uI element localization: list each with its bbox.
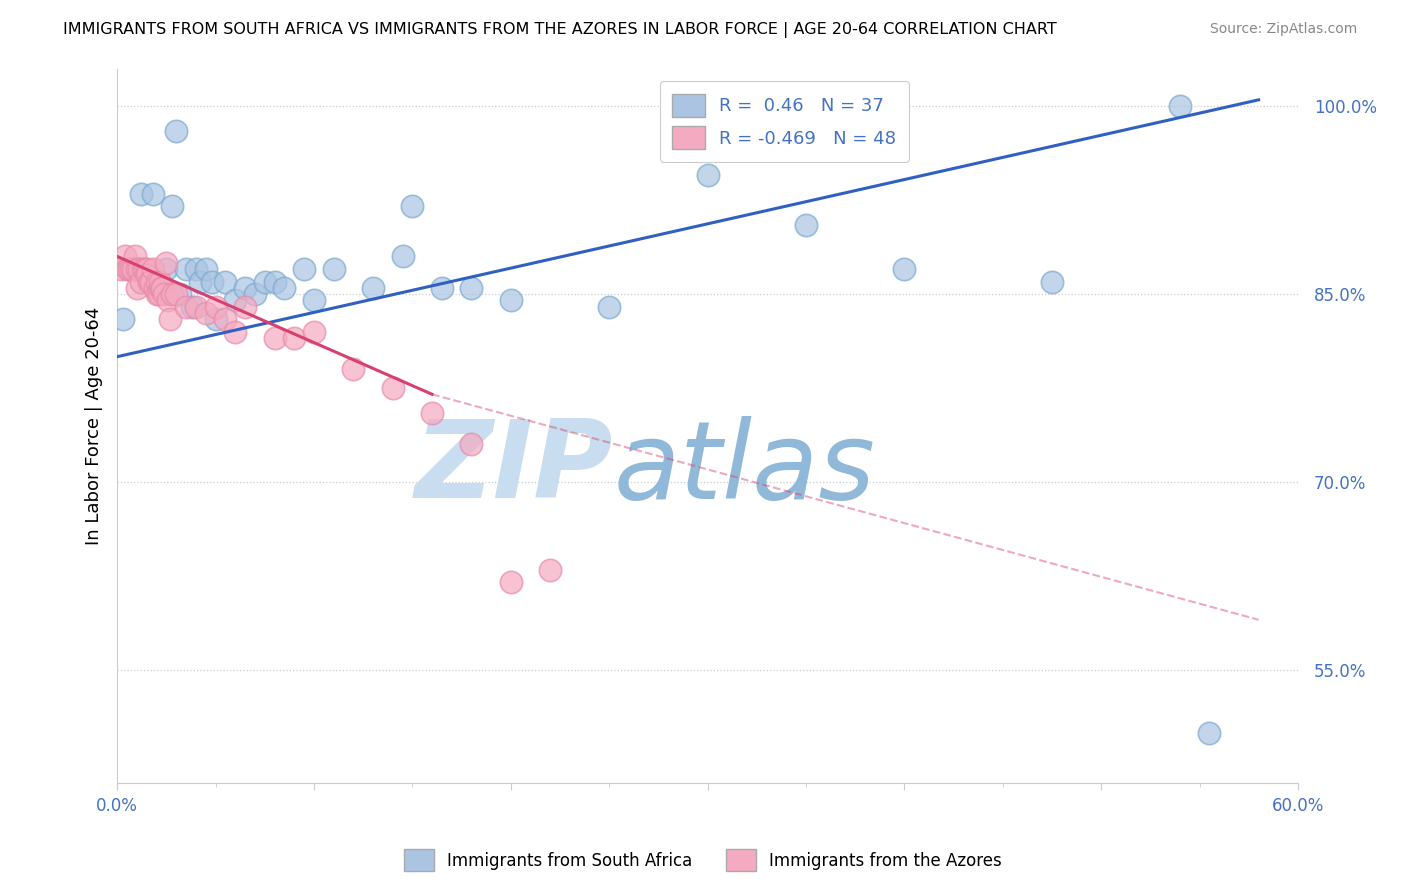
Point [194, 306, 217, 320]
Point [292, 262, 315, 277]
Point [162, 287, 184, 301]
Point [120, 262, 142, 277]
Point [283, 331, 305, 345]
Y-axis label: In Labor Force | Age 20-64: In Labor Force | Age 20-64 [86, 307, 103, 545]
Point [125, 281, 148, 295]
Point [499, 575, 522, 590]
Text: Source: ZipAtlas.com: Source: ZipAtlas.com [1209, 22, 1357, 37]
Text: IMMIGRANTS FROM SOUTH AFRICA VS IMMIGRANTS FROM THE AZORES IN LABOR FORCE | AGE : IMMIGRANTS FROM SOUTH AFRICA VS IMMIGRAN… [63, 22, 1057, 38]
Point [125, 262, 148, 277]
Point [128, 262, 150, 277]
Point [391, 250, 413, 264]
Point [155, 256, 177, 270]
Point [122, 262, 145, 277]
Point [263, 275, 285, 289]
Point [460, 437, 482, 451]
Point [204, 300, 226, 314]
Text: ZIP: ZIP [415, 416, 613, 522]
Point [381, 381, 404, 395]
Point [420, 406, 443, 420]
Text: atlas: atlas [613, 416, 875, 521]
Point [135, 268, 157, 283]
Point [224, 325, 246, 339]
Point [204, 312, 226, 326]
Point [124, 250, 146, 264]
Point [169, 287, 191, 301]
Point [1198, 725, 1220, 739]
Point [322, 262, 344, 277]
Point [538, 563, 561, 577]
Point [142, 186, 165, 201]
Point [162, 199, 184, 213]
Point [153, 287, 176, 301]
Point [233, 300, 256, 314]
Point [132, 262, 155, 277]
Point [145, 275, 167, 289]
Point [149, 275, 172, 289]
Point [149, 281, 172, 295]
Point [401, 199, 423, 213]
Point [430, 281, 453, 295]
Point [224, 293, 246, 308]
Point [165, 287, 187, 301]
Point [893, 262, 915, 277]
Point [129, 186, 152, 201]
Point [112, 312, 135, 326]
Point [361, 281, 384, 295]
Point [110, 262, 132, 277]
Point [157, 293, 180, 308]
Point [188, 275, 211, 289]
Point [342, 362, 364, 376]
Point [243, 287, 266, 301]
Point [145, 287, 167, 301]
Point [598, 300, 620, 314]
Legend: R =  0.46   N = 37, R = -0.469   N = 48: R = 0.46 N = 37, R = -0.469 N = 48 [659, 81, 908, 161]
Point [135, 262, 157, 277]
Point [233, 281, 256, 295]
Point [499, 293, 522, 308]
Legend: Immigrants from South Africa, Immigrants from the Azores: Immigrants from South Africa, Immigrants… [395, 841, 1011, 880]
Point [302, 293, 325, 308]
Point [794, 218, 817, 232]
Point [201, 275, 224, 289]
Point [253, 275, 276, 289]
Point [115, 262, 138, 277]
Point [174, 262, 197, 277]
Point [214, 312, 236, 326]
Point [263, 331, 285, 345]
Point [696, 168, 718, 182]
Point [1040, 275, 1063, 289]
Point [194, 262, 217, 277]
Point [159, 312, 181, 326]
Point [155, 262, 177, 277]
Point [138, 275, 160, 289]
Point [273, 281, 295, 295]
Point [134, 262, 156, 277]
Point [148, 287, 170, 301]
Point [129, 275, 152, 289]
Point [460, 281, 482, 295]
Point [174, 300, 197, 314]
Point [165, 124, 187, 138]
Point [143, 281, 166, 295]
Point [118, 262, 141, 277]
Point [184, 262, 207, 277]
Point [184, 300, 207, 314]
Point [114, 250, 136, 264]
Point [152, 281, 174, 295]
Point [302, 325, 325, 339]
Point [181, 300, 204, 314]
Point [1168, 99, 1191, 113]
Point [139, 275, 162, 289]
Point [152, 281, 174, 295]
Point [214, 275, 236, 289]
Point [142, 262, 165, 277]
